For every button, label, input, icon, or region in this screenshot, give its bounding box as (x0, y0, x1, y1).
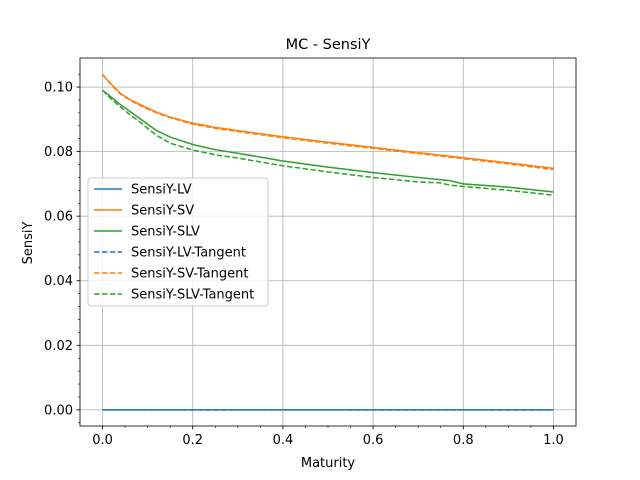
y-tick-label: 0.02 (44, 339, 73, 354)
x-tick-label: 0.4 (273, 433, 294, 448)
y-tick-label: 0.00 (44, 403, 73, 418)
legend: SensiY-LV SensiY-SV SensiY-SLV SensiY-LV-Ta… (87, 177, 269, 307)
x-tick-label: 0.0 (92, 433, 113, 448)
legend-entry: SensiY-SLV-Tangent (131, 288, 254, 303)
x-tick-label: 1.0 (543, 433, 564, 448)
x-axis-label: Maturity (301, 456, 356, 471)
legend-box (87, 177, 269, 307)
legend-entry: SensiY-SV-Tangent (131, 267, 248, 282)
ticks: 0.0 0.2 0.4 0.6 0.8 1.0 0.00 0.02 0.04 0.06 0.08 0.… (44, 73, 564, 448)
x-tick-label: 0.8 (453, 433, 474, 448)
y-tick-label: 0.06 (44, 210, 73, 225)
y-axis-label: SensiY (21, 222, 36, 265)
chart-title: MC - SensiY (286, 37, 371, 53)
legend-entry: SensiY-LV-Tangent (131, 246, 246, 261)
series-line-sensiy-slv (102, 89, 554, 193)
series-line-sensiy-sv-tangent (101, 73, 554, 171)
series-line-sensiy-slv-tangent (102, 89, 554, 196)
y-tick-label: 0.04 (44, 274, 73, 289)
legend-entry: SensiY-SLV (131, 225, 200, 240)
y-tick-label: 0.10 (44, 81, 73, 96)
legend-entry: SensiY-LV (131, 183, 192, 198)
y-tick-label: 0.08 (44, 145, 73, 160)
series-layer (101, 73, 554, 411)
x-tick-label: 0.6 (363, 433, 384, 448)
x-tick-label: 0.2 (182, 433, 203, 448)
series-line-sensiy-sv (102, 74, 554, 170)
legend-entry: SensiY-SV (131, 204, 194, 219)
